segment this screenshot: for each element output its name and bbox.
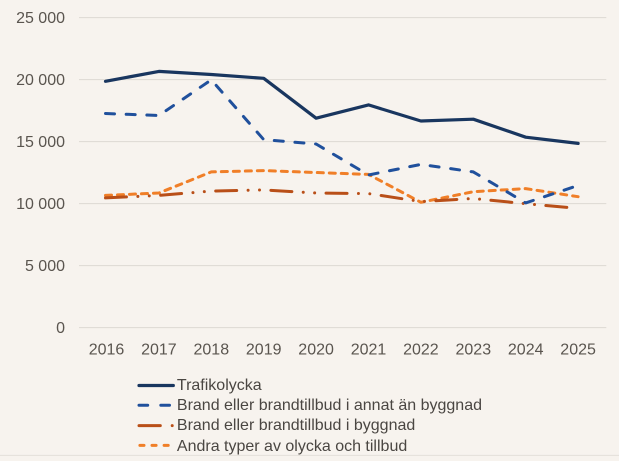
- svg-text:15 000: 15 000: [16, 134, 65, 151]
- svg-text:Brand eller brandtillbud i ann: Brand eller brandtillbud i annat än bygg…: [177, 397, 482, 414]
- svg-text:2021: 2021: [351, 341, 387, 358]
- svg-text:5 000: 5 000: [25, 258, 65, 275]
- svg-text:2016: 2016: [89, 341, 125, 358]
- svg-text:2020: 2020: [298, 341, 334, 358]
- svg-text:Andra typer av olycka och till: Andra typer av olycka och tillbud: [177, 438, 407, 455]
- svg-text:Brand eller brandtillbud i byg: Brand eller brandtillbud i byggnad: [177, 417, 415, 434]
- svg-text:2023: 2023: [456, 341, 492, 358]
- svg-text:0: 0: [56, 320, 65, 337]
- svg-text:2022: 2022: [403, 341, 439, 358]
- svg-text:2019: 2019: [246, 341, 282, 358]
- svg-text:20 000: 20 000: [16, 72, 65, 89]
- svg-text:2018: 2018: [194, 341, 230, 358]
- svg-text:Trafikolycka: Trafikolycka: [177, 377, 262, 394]
- svg-text:2025: 2025: [560, 341, 596, 358]
- svg-text:2017: 2017: [141, 341, 177, 358]
- svg-text:25 000: 25 000: [16, 10, 65, 27]
- svg-text:10 000: 10 000: [16, 196, 65, 213]
- svg-text:2024: 2024: [508, 341, 544, 358]
